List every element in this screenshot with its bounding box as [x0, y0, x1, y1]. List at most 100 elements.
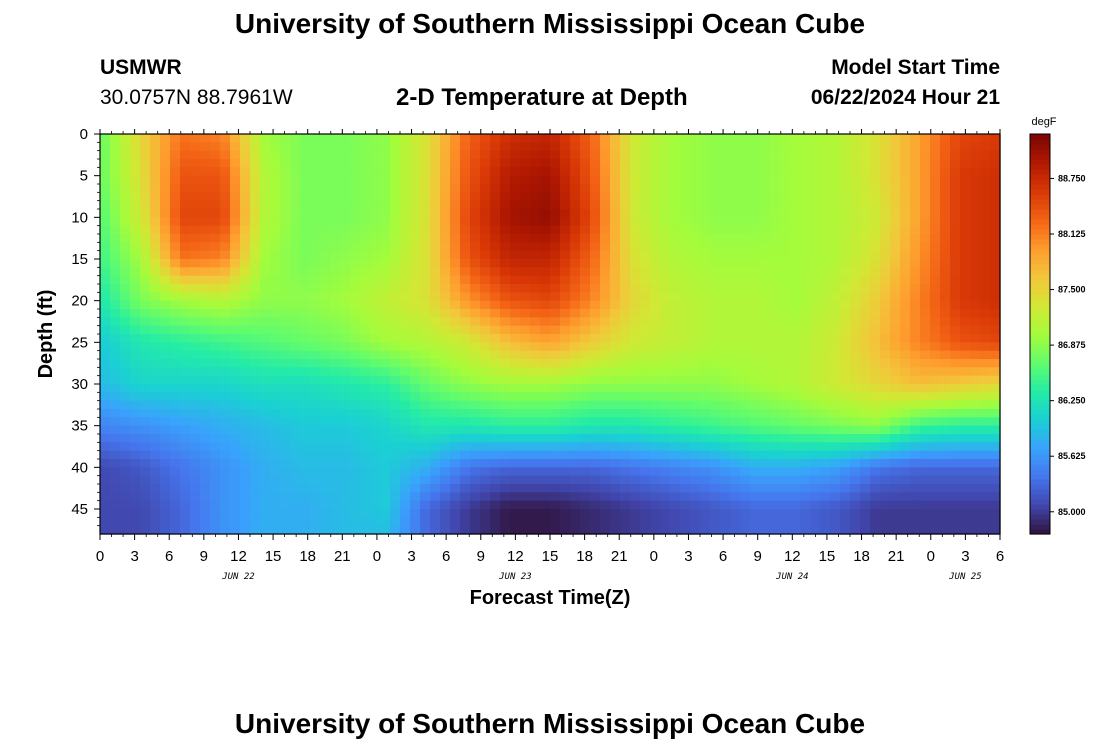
heatmap-cell	[260, 525, 271, 535]
heatmap-cell	[860, 184, 871, 193]
heatmap-cell	[340, 175, 351, 185]
heatmap-cell	[320, 509, 331, 518]
heatmap-cell	[800, 217, 811, 227]
heatmap-cell	[690, 167, 701, 177]
heatmap-cell	[470, 217, 481, 227]
heatmap-cell	[560, 509, 571, 518]
heatmap-cell	[660, 309, 671, 318]
heatmap-cell	[580, 475, 591, 485]
heatmap-cell	[250, 217, 261, 227]
heatmap-cell	[710, 375, 721, 385]
heatmap-cell	[670, 284, 681, 293]
heatmap-cell	[810, 459, 821, 468]
heatmap-cell	[100, 175, 111, 185]
heatmap-cell	[420, 325, 431, 335]
heatmap-cell	[440, 309, 451, 318]
heatmap-cell	[210, 284, 221, 293]
heatmap-cell	[240, 242, 251, 252]
heatmap-cell	[270, 217, 281, 227]
heatmap-cell	[200, 142, 211, 152]
heatmap-cell	[430, 167, 441, 177]
heatmap-cell	[780, 134, 791, 143]
heatmap-cell	[820, 292, 831, 302]
heatmap-cell	[740, 467, 751, 477]
heatmap-cell	[820, 342, 831, 352]
heatmap-cell	[980, 350, 991, 360]
heatmap-cell	[390, 434, 401, 443]
heatmap-cell	[440, 525, 451, 535]
heatmap-cell	[510, 242, 521, 252]
heatmap-cell	[140, 400, 151, 410]
heatmap-cell	[880, 375, 891, 385]
heatmap-cell	[880, 250, 891, 260]
heatmap-cell	[550, 150, 561, 160]
heatmap-cell	[920, 167, 931, 177]
heatmap-cell	[740, 300, 751, 310]
heatmap-cell	[250, 409, 261, 418]
heatmap-cell	[960, 509, 971, 518]
heatmap-cell	[900, 425, 911, 435]
heatmap-cell	[490, 309, 501, 318]
heatmap-cell	[380, 267, 391, 277]
heatmap-cell	[130, 409, 141, 418]
heatmap-cell	[520, 375, 531, 385]
heatmap-cell	[980, 492, 991, 502]
heatmap-cell	[570, 525, 581, 535]
heatmap-cell	[910, 509, 921, 518]
heatmap-cell	[750, 217, 761, 227]
heatmap-cell	[500, 284, 511, 293]
heatmap-cell	[610, 300, 621, 310]
heatmap-cell	[150, 142, 161, 152]
heatmap-cell	[810, 384, 821, 393]
heatmap-cell	[350, 525, 361, 535]
heatmap-cell	[190, 225, 201, 235]
heatmap-cell	[190, 350, 201, 360]
heatmap-cell	[850, 467, 861, 477]
heatmap-cell	[350, 225, 361, 235]
heatmap-cell	[890, 250, 901, 260]
heatmap-cell	[490, 284, 501, 293]
heatmap-cell	[460, 250, 471, 260]
heatmap-cell	[450, 234, 461, 243]
heatmap-cell	[420, 267, 431, 277]
heatmap-cell	[840, 450, 851, 460]
heatmap-cell	[450, 209, 461, 218]
heatmap-cell	[170, 517, 181, 527]
heatmap-cell	[470, 267, 481, 277]
heatmap-cell	[610, 217, 621, 227]
heatmap-cell	[690, 325, 701, 335]
heatmap-cell	[370, 309, 381, 318]
heatmap-cell	[710, 275, 721, 285]
heatmap-cell	[730, 159, 741, 168]
heatmap-cell	[560, 500, 571, 510]
heatmap-cell	[990, 467, 1001, 477]
heatmap-cell	[130, 500, 141, 510]
heatmap-cell	[530, 217, 541, 227]
heatmap-cell	[740, 500, 751, 510]
heatmap-cell	[770, 209, 781, 218]
heatmap-cell	[610, 167, 621, 177]
heatmap-cell	[950, 367, 961, 377]
heatmap-cell	[970, 325, 981, 335]
heatmap-cell	[120, 150, 131, 160]
heatmap-cell	[540, 167, 551, 177]
heatmap-cell	[320, 484, 331, 493]
heatmap-cell	[670, 234, 681, 243]
heatmap-cell	[790, 325, 801, 335]
heatmap-cell	[270, 167, 281, 177]
heatmap-cell	[810, 250, 821, 260]
heatmap-cell	[880, 425, 891, 435]
heatmap-cell	[520, 309, 531, 318]
heatmap-cell	[530, 392, 541, 402]
heatmap-cell	[590, 517, 601, 527]
heatmap-cell	[750, 150, 761, 160]
heatmap-cell	[850, 275, 861, 285]
heatmap-cell	[400, 450, 411, 460]
heatmap-cell	[790, 284, 801, 293]
heatmap-cell	[340, 234, 351, 243]
heatmap-cell	[820, 300, 831, 310]
heatmap-cell	[710, 209, 721, 218]
heatmap-cell	[540, 517, 551, 527]
heatmap-cell	[800, 334, 811, 343]
heatmap-cell	[880, 509, 891, 518]
